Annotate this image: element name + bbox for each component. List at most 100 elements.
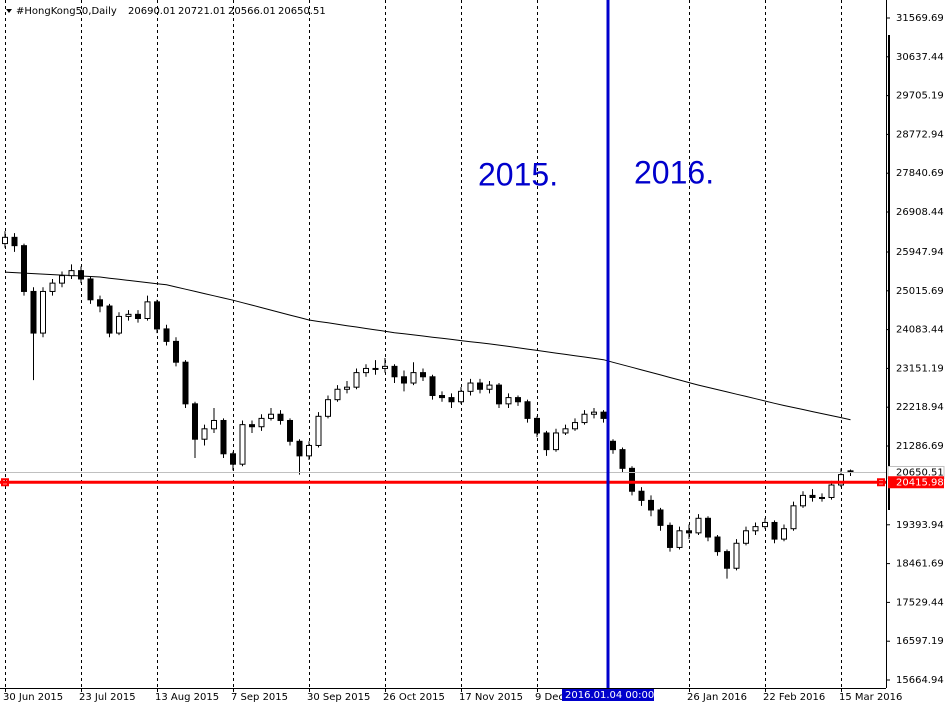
candle-body: [448, 397, 455, 403]
y-tick-label: 24083.44: [896, 325, 944, 336]
level-label-box: [888, 476, 944, 489]
y-tick-label: 27840.69: [896, 168, 944, 179]
y-tick-label: 16597.19: [896, 636, 944, 647]
candle-body: [648, 499, 654, 511]
candle-body: [809, 494, 816, 498]
candle-body: [705, 517, 711, 538]
x-tick-label: 7 Sep 2015: [231, 692, 288, 703]
candle-body: [154, 301, 160, 330]
x-tick-label: 23 Jul 2015: [79, 692, 136, 703]
candle-body: [686, 530, 692, 534]
candle-body: [201, 428, 208, 440]
candle-body: [334, 388, 341, 401]
candle-body: [2, 236, 8, 245]
x-tick-label: 17 Nov 2015: [459, 692, 523, 703]
candle-body: [296, 440, 303, 457]
candle-body: [192, 403, 198, 440]
candle-body: [106, 305, 113, 334]
x-tick-label: 13 Aug 2015: [155, 692, 219, 703]
candle-body: [695, 517, 702, 534]
level-label: 20415.98: [896, 477, 944, 488]
header-value: 20721.01: [178, 6, 226, 17]
y-tick-label: 22218.94: [896, 402, 944, 413]
y-tick-label: 31569.69: [896, 13, 944, 24]
symbol-label: #HongKong50,Daily: [16, 6, 117, 17]
candle-body: [610, 440, 616, 451]
x-tick-label: 26 Jan 2016: [687, 692, 747, 703]
candle-body: [21, 245, 27, 292]
candle-body: [562, 428, 569, 434]
candle-body: [743, 530, 749, 544]
candle-body: [59, 275, 65, 284]
candle-body: [762, 521, 768, 528]
candle-body: [458, 390, 464, 403]
header-icon: [6, 9, 12, 13]
candle-body: [353, 372, 360, 388]
candle-body: [97, 299, 103, 307]
candle-body: [173, 340, 179, 363]
candle-body: [771, 521, 778, 540]
moving-average-line: [4, 271, 851, 421]
y-tick-label: 26908.44: [896, 207, 944, 218]
candle-body: [515, 397, 521, 403]
year-annotation: 2016.: [634, 154, 714, 190]
x-tick-label: 15 Mar 2016: [839, 692, 902, 703]
header-value: 20690.01: [128, 6, 176, 17]
candle-body: [477, 382, 483, 390]
x-tick-label: 30 Jun 2015: [3, 692, 63, 703]
axis-scroll-bar: [888, 35, 890, 510]
candle-body: [11, 236, 18, 247]
candle-body: [382, 365, 388, 369]
candle-body: [724, 551, 730, 569]
candle-body: [467, 382, 474, 392]
candle-body: [619, 449, 626, 469]
y-tick-label: 17529.44: [896, 597, 944, 608]
y-tick-label: 30637.44: [896, 52, 944, 63]
candle-body: [629, 467, 635, 492]
candle-body: [553, 432, 559, 451]
y-tick-label: 21286.69: [896, 441, 944, 452]
level-handle: [1, 478, 9, 487]
candle-body: [325, 399, 331, 417]
candle-body: [220, 419, 227, 455]
candle-body: [125, 313, 132, 317]
y-tick-label: 19393.94: [896, 520, 944, 531]
candle-body: [819, 496, 825, 499]
x-tick-label: 22 Feb 2016: [763, 692, 825, 703]
candle-body: [581, 413, 588, 424]
candle-body: [657, 509, 664, 526]
y-tick-label: 25015.69: [896, 286, 944, 297]
candle-body: [714, 536, 721, 553]
y-tick-label: 18461.69: [896, 559, 944, 570]
candle-body: [524, 401, 531, 419]
x-tick-label: 30 Sep 2015: [307, 692, 370, 703]
candle-body: [230, 453, 236, 465]
candle-body: [676, 530, 683, 548]
candle-body: [410, 372, 417, 384]
y-tick-label: 28772.94: [896, 129, 944, 140]
candle-body: [258, 417, 265, 428]
candle-body: [182, 361, 189, 405]
candle-body: [277, 413, 284, 421]
candle-body: [211, 419, 217, 430]
candle-body: [752, 526, 759, 532]
candle-body: [591, 411, 597, 415]
candle-body: [790, 505, 797, 530]
y-tick-label: 23151.19: [896, 363, 944, 374]
candle-body: [733, 542, 740, 569]
x-tick-label: 26 Oct 2015: [383, 692, 445, 703]
candle-body: [135, 313, 141, 320]
header-value: 20650.51: [278, 6, 326, 17]
candle-body: [638, 490, 645, 501]
candle-body: [239, 424, 246, 465]
candle-body: [40, 290, 46, 334]
candle-body: [781, 528, 787, 540]
cursor-label: 2016.01.04 00:00: [565, 690, 654, 701]
candle-body: [838, 474, 844, 486]
candle-body: [401, 376, 407, 384]
candle-body: [420, 372, 426, 378]
candle-body: [49, 282, 56, 292]
candle-body: [116, 315, 122, 334]
